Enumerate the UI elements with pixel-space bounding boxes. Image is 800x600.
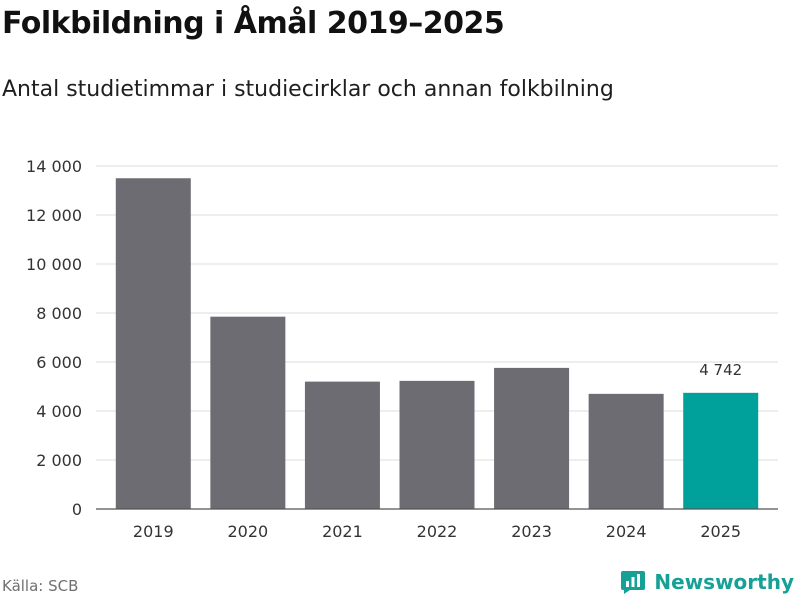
x-tick-label: 2025 — [700, 522, 741, 541]
data-label: 4 742 — [699, 361, 742, 379]
y-tick-label: 4 000 — [36, 402, 82, 421]
y-tick-label: 2 000 — [36, 451, 82, 470]
y-tick-label: 14 000 — [26, 157, 82, 176]
x-tick-label: 2020 — [227, 522, 268, 541]
bar — [210, 316, 286, 509]
bar — [115, 178, 191, 509]
x-tick-label: 2024 — [606, 522, 647, 541]
y-tick-label: 8 000 — [36, 304, 82, 323]
bar — [683, 392, 759, 509]
y-tick-label: 10 000 — [26, 255, 82, 274]
brand-name: Newsworthy — [654, 570, 794, 594]
source-note: Källa: SCB — [2, 577, 79, 595]
newsworthy-logo-icon — [621, 571, 646, 594]
x-tick-label: 2021 — [322, 522, 363, 541]
y-tick-label: 12 000 — [26, 206, 82, 225]
x-tick-label: 2023 — [511, 522, 552, 541]
brand: Newsworthy — [620, 567, 794, 597]
bar — [304, 381, 380, 509]
bar — [399, 380, 475, 509]
bar — [588, 393, 664, 509]
bar-chart: 0 2 000 4 000 6 000 8 000 10 000 12 000 14 000 2… — [26, 157, 778, 541]
bar — [494, 367, 570, 509]
chart-subtitle: Antal studietimmar i studiecirklar och a… — [2, 77, 614, 102]
x-tick-label: 2019 — [133, 522, 174, 541]
x-tick-label: 2022 — [417, 522, 458, 541]
chart-title: Folkbildning i Åmål 2019–2025 — [2, 6, 505, 41]
y-tick-label: 6 000 — [36, 353, 82, 372]
y-tick-label: 0 — [72, 500, 82, 519]
